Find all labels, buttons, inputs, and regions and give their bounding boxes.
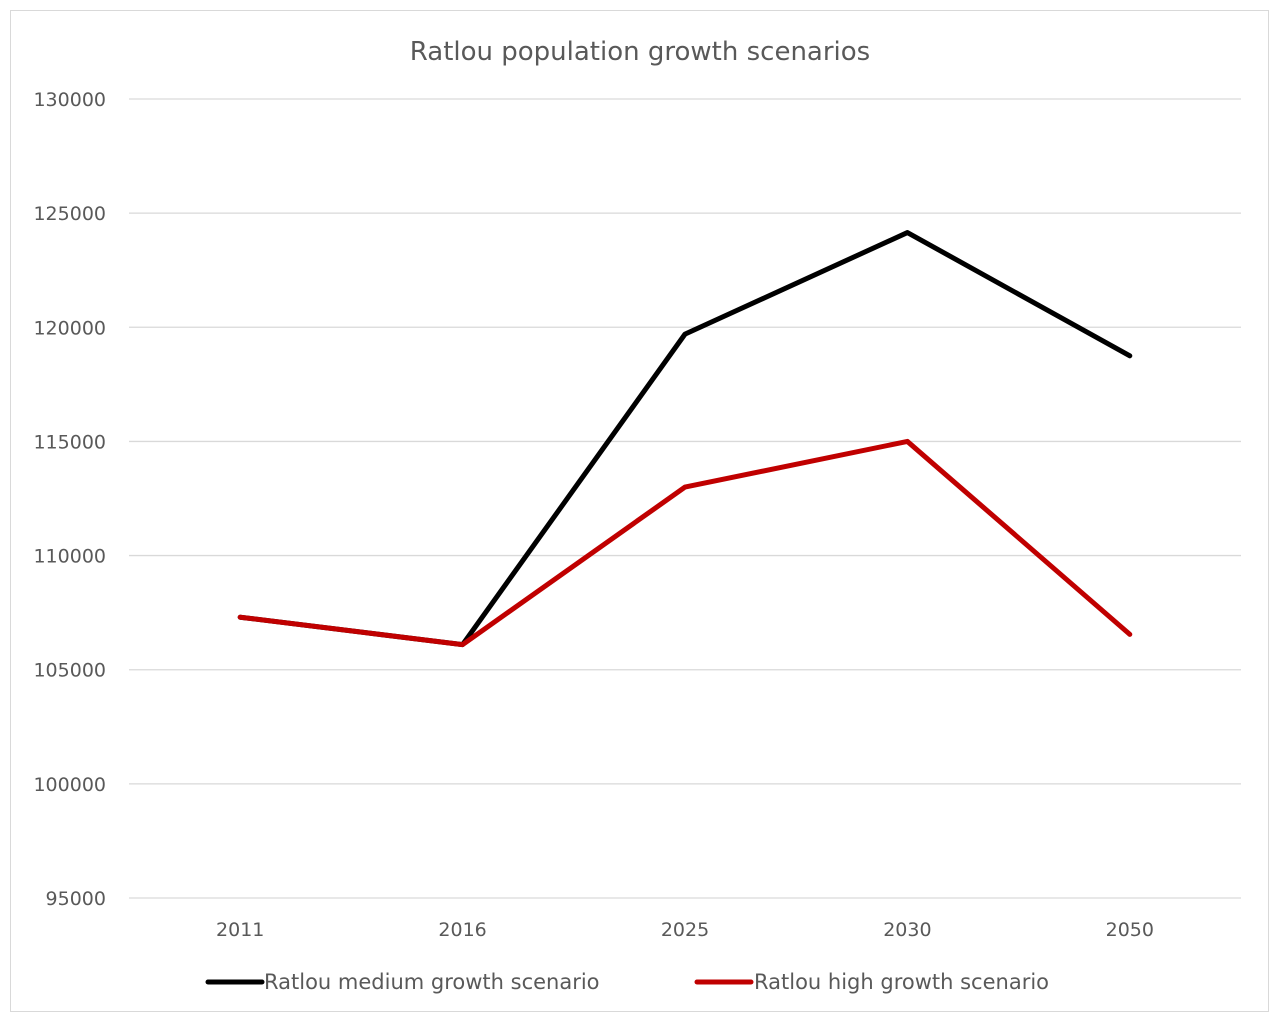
legend: Ratlou medium growth scenario Ratlou hig… bbox=[205, 970, 1049, 994]
legend-label-high: Ratlou high growth scenario bbox=[754, 970, 1049, 994]
y-tick-label-120000: 120000 bbox=[33, 317, 106, 339]
chart-frame bbox=[10, 10, 1269, 1012]
y-tick-label-115000: 115000 bbox=[33, 431, 106, 453]
x-tick-label-2025: 2025 bbox=[661, 919, 709, 941]
y-tick-label-130000: 130000 bbox=[33, 89, 106, 111]
y-tick-label-110000: 110000 bbox=[33, 546, 106, 568]
x-tick-label-2030: 2030 bbox=[883, 919, 931, 941]
x-axis-tick-labels: 2011 2016 2025 2030 2050 bbox=[216, 919, 1154, 941]
x-tick-label-2050: 2050 bbox=[1106, 919, 1154, 941]
x-tick-label-2016: 2016 bbox=[438, 919, 486, 941]
y-tick-label-125000: 125000 bbox=[33, 203, 106, 225]
y-tick-label-105000: 105000 bbox=[33, 660, 106, 682]
x-tick-label-2011: 2011 bbox=[216, 919, 264, 941]
legend-label-medium: Ratlou medium growth scenario bbox=[264, 970, 600, 994]
y-tick-label-100000: 100000 bbox=[33, 774, 106, 796]
series-lines bbox=[237, 230, 1133, 648]
chart-title: Ratlou population growth scenarios bbox=[410, 37, 870, 67]
gridlines bbox=[129, 98, 1241, 899]
series-line-0 bbox=[237, 230, 1133, 648]
y-axis-tick-labels: 130000 125000 120000 115000 110000 105000 1000… bbox=[33, 89, 106, 910]
series-line-1 bbox=[237, 438, 1133, 648]
y-tick-label-95000: 95000 bbox=[46, 888, 106, 910]
